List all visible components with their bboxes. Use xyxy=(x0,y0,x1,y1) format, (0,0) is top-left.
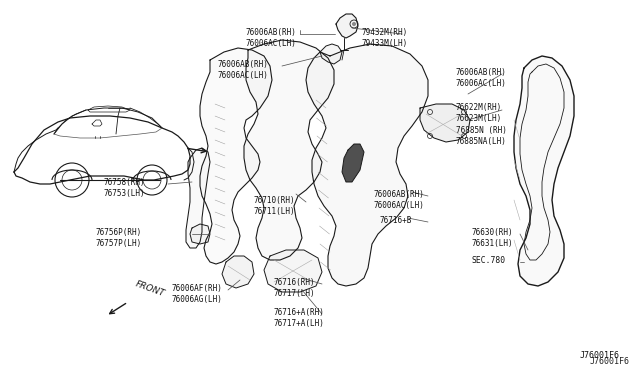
Polygon shape xyxy=(514,56,574,286)
Text: FRONT: FRONT xyxy=(134,279,166,298)
Polygon shape xyxy=(342,144,364,182)
Polygon shape xyxy=(264,250,322,292)
Text: 76006AB(RH)
76006AC(LH): 76006AB(RH) 76006AC(LH) xyxy=(456,68,507,89)
Polygon shape xyxy=(222,256,254,288)
Polygon shape xyxy=(200,48,272,264)
Text: J76001F6: J76001F6 xyxy=(590,357,630,366)
Circle shape xyxy=(352,22,356,26)
Text: 76758(RH)
76753(LH): 76758(RH) 76753(LH) xyxy=(104,178,146,198)
Text: 76006AB(RH)
76006AC(LH): 76006AB(RH) 76006AC(LH) xyxy=(374,190,425,211)
Text: 76006AB(RH)
76006AC(LH): 76006AB(RH) 76006AC(LH) xyxy=(218,60,269,80)
Polygon shape xyxy=(190,224,210,244)
Text: 76716+B: 76716+B xyxy=(380,216,412,225)
Text: 79432M(RH)
79433M(LH): 79432M(RH) 79433M(LH) xyxy=(362,28,408,48)
Text: 76630(RH)
76631(LH): 76630(RH) 76631(LH) xyxy=(472,228,514,248)
Text: 76006AB(RH)
76006AC(LH): 76006AB(RH) 76006AC(LH) xyxy=(246,28,297,48)
Polygon shape xyxy=(244,40,334,260)
Polygon shape xyxy=(186,148,210,248)
Polygon shape xyxy=(320,44,342,64)
Polygon shape xyxy=(336,14,358,38)
Text: 76756P(RH)
76757P(LH): 76756P(RH) 76757P(LH) xyxy=(96,228,142,248)
Text: 76006AF(RH)
76006AG(LH): 76006AF(RH) 76006AG(LH) xyxy=(172,284,223,304)
Text: 76622M(RH)
76623M(LH)
76885N (RH)
76885NA(LH): 76622M(RH) 76623M(LH) 76885N (RH) 76885N… xyxy=(456,103,507,146)
Text: 76716(RH)
76717(LH): 76716(RH) 76717(LH) xyxy=(274,278,316,298)
Text: J76001F6: J76001F6 xyxy=(580,351,620,360)
Text: SEC.780: SEC.780 xyxy=(472,256,506,265)
Polygon shape xyxy=(420,104,470,142)
Polygon shape xyxy=(306,44,428,286)
Text: 76716+A(RH)
76717+A(LH): 76716+A(RH) 76717+A(LH) xyxy=(274,308,325,328)
Text: 76710(RH)
76711(LH): 76710(RH) 76711(LH) xyxy=(254,196,296,217)
